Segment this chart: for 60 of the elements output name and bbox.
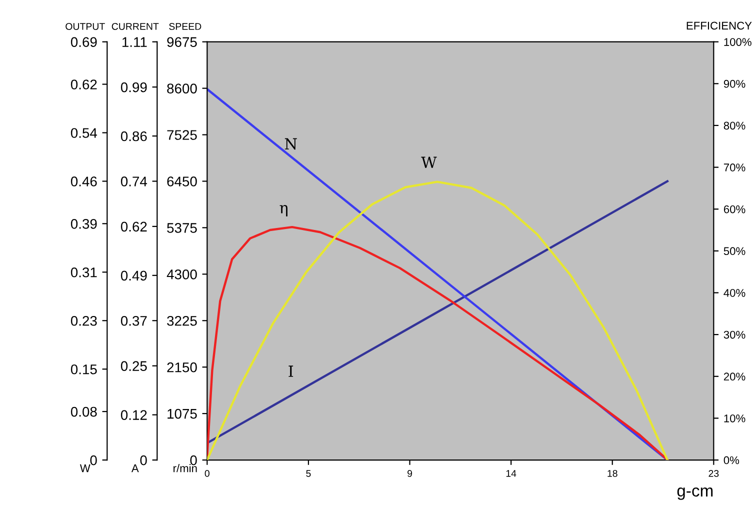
series-label: N [284,138,297,150]
y2-tick-label: 50% [724,247,746,256]
y2-axis-title: EFFICIENCY [686,22,752,30]
y2-tick-label: 90% [724,80,746,88]
y3-tick-label: 0.46 [70,176,97,186]
y-tick-label: 0 [140,455,147,466]
y2-tick-label: 30% [724,330,746,339]
x-tick-label: 14 [506,470,516,477]
y-tick-label: 0.12 [120,410,147,420]
y-tick-label: 0.62 [120,222,147,232]
y-tick-label: 0.37 [120,316,147,326]
y2-tick-label: 80% [724,122,746,130]
text: r/min [174,464,197,472]
y-tick-label: 4300 [166,269,197,280]
y-tick-label: 8600 [167,84,197,94]
y-tick-label: 0.25 [120,361,147,371]
y-tick-label: 6450 [167,176,197,186]
x-tick-label: 23 [708,470,719,477]
y-tick-label: 5375 [167,223,197,233]
y3-tick-label: 0.69 [70,37,97,47]
series-label: W [421,156,437,168]
x-tick-label: 5 [306,470,311,477]
series-label: I [288,366,294,377]
y-tick-label: 0.49 [120,270,147,281]
x-tick-label: 9 [408,470,412,477]
x-tick-label: 0 [204,470,210,477]
y-tick-label: 9675 [167,37,197,47]
y3-tick-label: 0.23 [70,316,97,326]
y-tick-label: 7525 [167,130,197,140]
y3-tick-label: 0.54 [70,128,98,138]
x-tick-label: 18 [608,470,618,477]
y-tick-label: 1.11 [122,37,147,47]
y3-tick-label: 0.62 [70,80,97,90]
series-label: η [280,205,288,216]
y-tick-label: 2150 [167,362,197,372]
text: A [131,464,139,472]
y-tick-label: 1075 [168,408,197,419]
line-series [207,226,669,460]
x-axis-title: g-cm [677,487,713,500]
y-axis-title: CURRENT [112,23,159,30]
y-tick-label: 0 [190,455,197,466]
y2-tick-label: 60% [724,205,746,214]
y-tick-label: 0.99 [120,82,147,92]
y2-tick-label: 20% [724,372,746,381]
y2-tick-label: 40% [724,289,746,297]
y-tick-label: 0.86 [120,131,147,142]
y3-tick-label: 0 [90,455,97,466]
y3-tick-label: 0.31 [70,267,97,278]
text: W [80,464,90,472]
y3-tick-label: 0.15 [70,364,97,374]
y2-tick-label: 0% [724,456,740,464]
y3-tick-label: 0.39 [70,218,97,229]
y3-tick-label: 0.08 [70,406,97,417]
y3-axis-title: OUTPUT [66,23,105,30]
y-tick-label: 0.74 [120,176,148,186]
y2-tick-label: 10% [724,414,746,422]
y2-tick-label: 100% [724,38,752,46]
y2-tick-label: 70% [724,164,746,172]
y-tick-label: 3225 [167,316,197,326]
y-axis-title: SPEED [169,23,202,30]
